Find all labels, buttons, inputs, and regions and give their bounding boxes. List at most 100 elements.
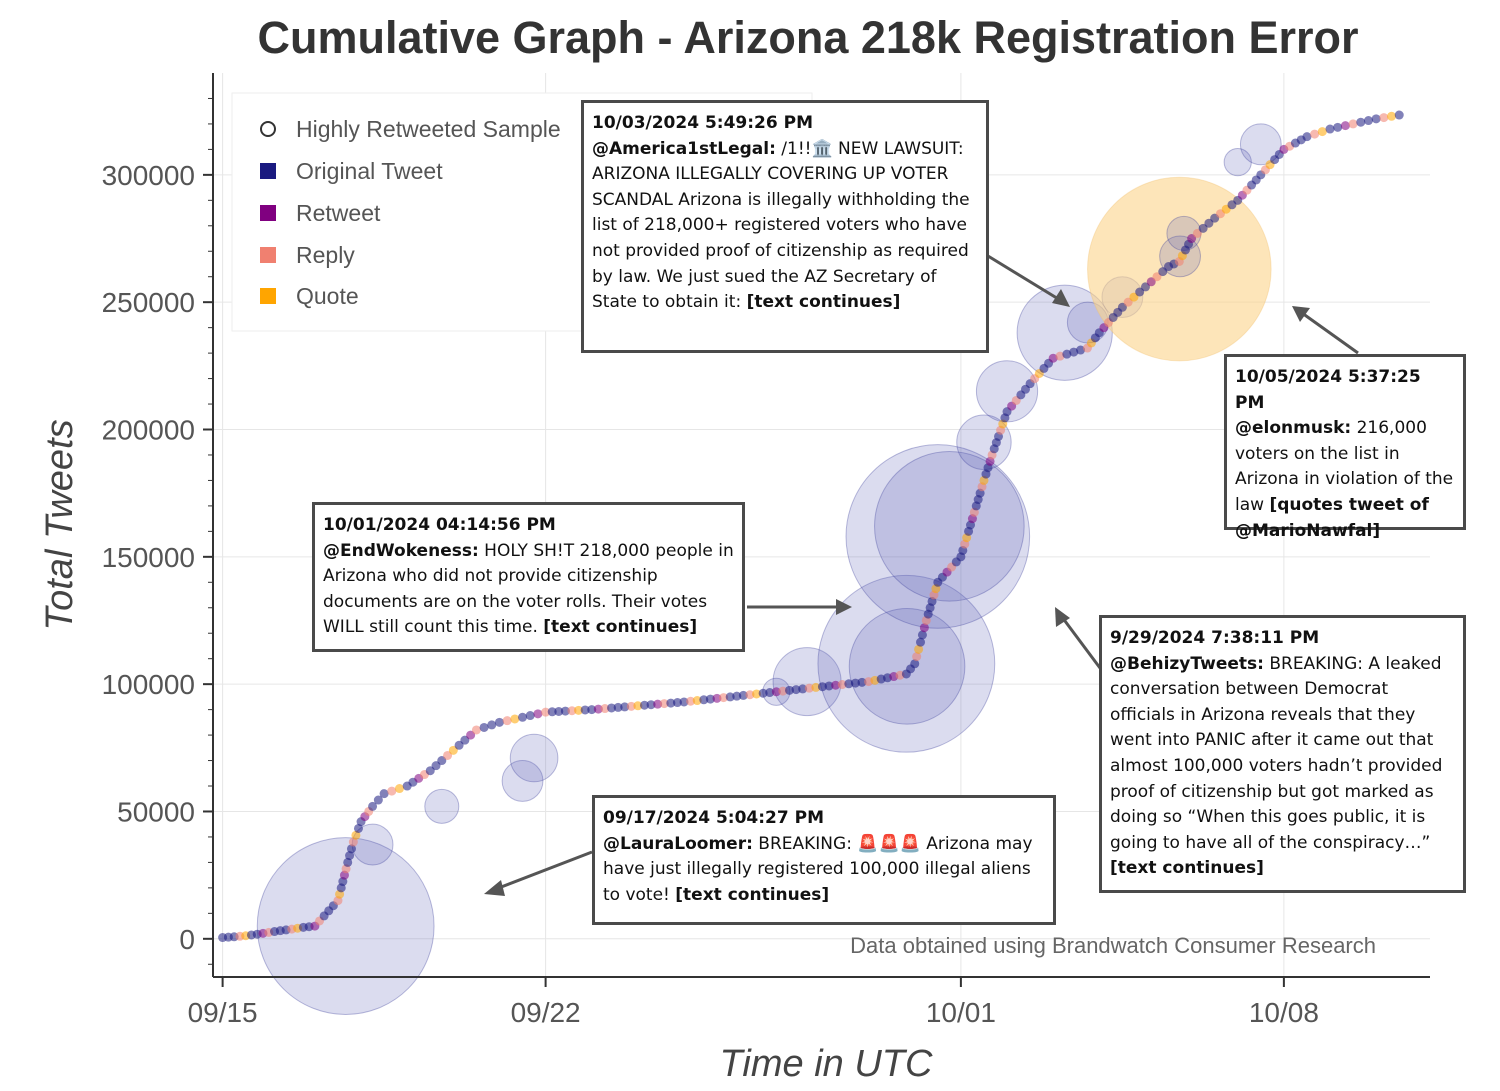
tweet-point bbox=[712, 693, 722, 703]
tweet-point bbox=[778, 686, 788, 696]
sample-bubble bbox=[1223, 148, 1252, 177]
tweet-point bbox=[1069, 347, 1079, 357]
tweet-point bbox=[431, 761, 441, 771]
tweet-point bbox=[368, 801, 378, 811]
arrow-elonmusk-line bbox=[1301, 311, 1359, 355]
tweet-point bbox=[798, 684, 808, 694]
tweet-point bbox=[387, 786, 397, 796]
tweet-point bbox=[425, 766, 435, 776]
tweet-point bbox=[633, 701, 643, 711]
sample-bubble bbox=[817, 574, 996, 753]
tweet-point bbox=[1387, 111, 1397, 121]
annotation-tail: [text continues] bbox=[746, 292, 901, 313]
tweet-point bbox=[639, 700, 649, 710]
tweet-point bbox=[448, 745, 458, 755]
sample-bubble bbox=[509, 733, 559, 783]
tweet-point bbox=[679, 697, 689, 707]
annotation-user: @elonmusk: bbox=[1235, 418, 1352, 439]
tweet-point bbox=[785, 685, 795, 695]
tweet-point bbox=[466, 730, 476, 740]
tweet-point bbox=[732, 691, 742, 701]
tweet-point bbox=[574, 705, 584, 715]
tweet-point bbox=[541, 707, 551, 717]
tweet-point bbox=[345, 851, 355, 861]
tweet-point bbox=[620, 702, 630, 712]
sample-bubble bbox=[501, 760, 544, 802]
annotation-text: BREAKING: A leaked conversation between … bbox=[1110, 653, 1443, 853]
tweet-point bbox=[1123, 297, 1133, 307]
tweet-point bbox=[1129, 292, 1139, 302]
legend-marker-quote bbox=[260, 288, 276, 304]
tweet-point bbox=[510, 714, 520, 724]
tweet-point bbox=[613, 702, 623, 712]
tweet-point bbox=[560, 706, 570, 716]
tweet-point bbox=[1198, 223, 1208, 233]
y-tick-label: 100000 bbox=[102, 669, 195, 700]
annotation-timestamp: 10/01/2024 04:14:56 PM bbox=[323, 515, 556, 535]
tweet-point bbox=[1062, 349, 1072, 359]
source-note: Data obtained using Brandwatch Consumer … bbox=[850, 933, 1376, 958]
annotation-timestamp: 10/03/2024 5:49:26 PM bbox=[592, 113, 813, 133]
tweet-point bbox=[804, 683, 814, 693]
arrow-endwokeness-head bbox=[836, 599, 852, 615]
arrow-elonmusk-head bbox=[1292, 306, 1310, 322]
tweet-point bbox=[1371, 114, 1381, 124]
tweet-point bbox=[1340, 121, 1350, 131]
tweet-point bbox=[850, 678, 860, 688]
sample-bubble bbox=[975, 360, 1039, 423]
tweet-point bbox=[659, 699, 669, 709]
y-tick-label: 250000 bbox=[102, 287, 195, 318]
sample-bubble bbox=[1016, 284, 1113, 381]
tweet-point bbox=[914, 644, 924, 654]
tweet-point bbox=[1310, 129, 1320, 139]
annotation-text: BREAKING: 🚨🚨🚨 Arizona may have just ille… bbox=[603, 833, 1033, 905]
tweet-point bbox=[471, 725, 481, 735]
tweet-point bbox=[1325, 124, 1335, 134]
annotation-arrows bbox=[484, 254, 1359, 896]
tweet-point bbox=[1187, 234, 1197, 244]
legend-label-original: Original Tweet bbox=[296, 158, 443, 184]
x-tick-label: 10/01 bbox=[926, 997, 996, 1028]
tweet-point bbox=[919, 623, 929, 633]
tweet-point bbox=[379, 789, 389, 799]
tweet-point bbox=[1317, 127, 1327, 137]
y-tick-label: 200000 bbox=[102, 415, 195, 446]
annotation-endwokeness: 10/01/2024 04:14:56 PM @EndWokeness: HOL… bbox=[312, 502, 745, 652]
annotation-tail: [text continues] bbox=[1110, 858, 1264, 879]
tweet-point bbox=[653, 699, 663, 709]
legend-marker-retweet bbox=[260, 205, 276, 221]
arrow-america1st-head bbox=[1052, 289, 1070, 307]
tweet-point bbox=[1076, 345, 1086, 355]
tweet-point bbox=[547, 707, 557, 717]
tweet-point bbox=[857, 677, 867, 687]
annotation-america1stlegal: 10/03/2024 5:49:26 PM @America1stLegal: … bbox=[581, 100, 989, 353]
tweet-point bbox=[1394, 110, 1404, 120]
tweet-point bbox=[1192, 228, 1202, 238]
sample-bubble bbox=[424, 788, 460, 824]
tweet-point bbox=[494, 717, 504, 727]
tweet-point bbox=[824, 681, 834, 691]
tweet-point bbox=[817, 682, 827, 692]
tweet-point bbox=[725, 692, 735, 702]
tweet-point bbox=[394, 784, 404, 794]
tweet-point bbox=[1140, 282, 1150, 292]
y-tick-label: 50000 bbox=[117, 796, 195, 827]
tweet-point bbox=[1363, 116, 1373, 126]
chart-title: Cumulative Graph - Arizona 218k Registra… bbox=[257, 12, 1358, 63]
tweet-point bbox=[1204, 218, 1214, 228]
y-tick-label: 150000 bbox=[102, 542, 195, 573]
legend-marker-original bbox=[260, 163, 276, 179]
tweet-point bbox=[745, 690, 755, 700]
tweet-point bbox=[587, 705, 597, 715]
tweet-point bbox=[1117, 302, 1127, 312]
tweet-points bbox=[218, 110, 1404, 943]
tweet-point bbox=[672, 698, 682, 708]
x-axis-title: Time in UTC bbox=[720, 1043, 933, 1085]
legend-label-sample: Highly Retweeted Sample bbox=[296, 116, 561, 142]
annotation-user: @EndWokeness: bbox=[323, 540, 479, 561]
annotation-user: @BehizyTweets: bbox=[1110, 653, 1264, 674]
tweet-point bbox=[692, 696, 702, 706]
tweet-point bbox=[554, 706, 564, 716]
tweet-point bbox=[348, 837, 358, 847]
tweet-point bbox=[765, 688, 775, 698]
